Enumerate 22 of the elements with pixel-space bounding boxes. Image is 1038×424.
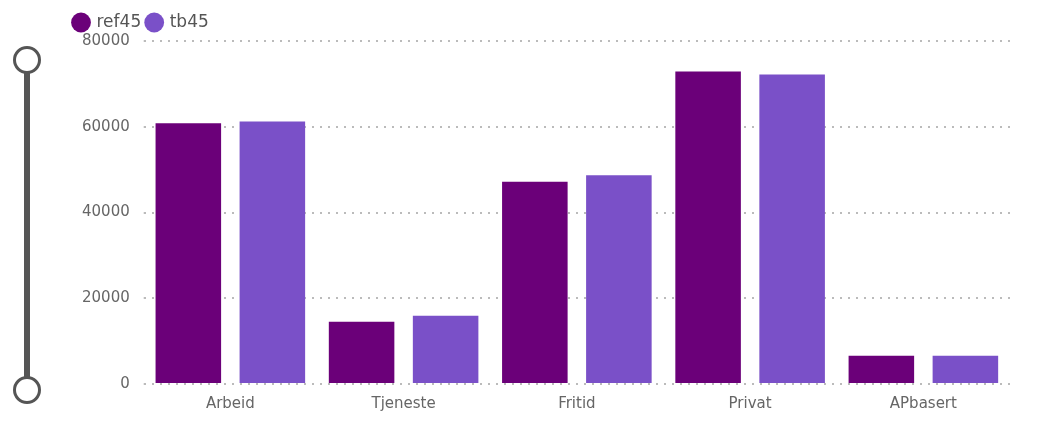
legend-label: tb45: [169, 10, 209, 31]
x-tick-label: APbasert: [889, 393, 958, 412]
bar: [412, 315, 479, 383]
y-tick-label: 20000: [82, 288, 130, 307]
bar: [586, 175, 652, 383]
y-tick-label: 60000: [82, 116, 130, 135]
bar: [155, 123, 222, 383]
x-tick-label: Arbeid: [205, 393, 255, 412]
bar: [932, 355, 999, 383]
bar: [675, 71, 741, 383]
bar: [328, 321, 395, 383]
bar: [759, 74, 825, 383]
legend-label: ref45: [96, 10, 142, 31]
bar: [848, 355, 915, 383]
x-tick-label: Fritid: [558, 393, 596, 412]
y-tick-label: 40000: [82, 202, 130, 221]
y-tick-label: 0: [120, 373, 130, 392]
x-tick-label: Privat: [728, 393, 772, 412]
bar: [239, 121, 306, 383]
x-tick-label: Tjeneste: [370, 393, 436, 412]
bar: [502, 181, 568, 383]
y-tick-label: 80000: [82, 30, 130, 49]
